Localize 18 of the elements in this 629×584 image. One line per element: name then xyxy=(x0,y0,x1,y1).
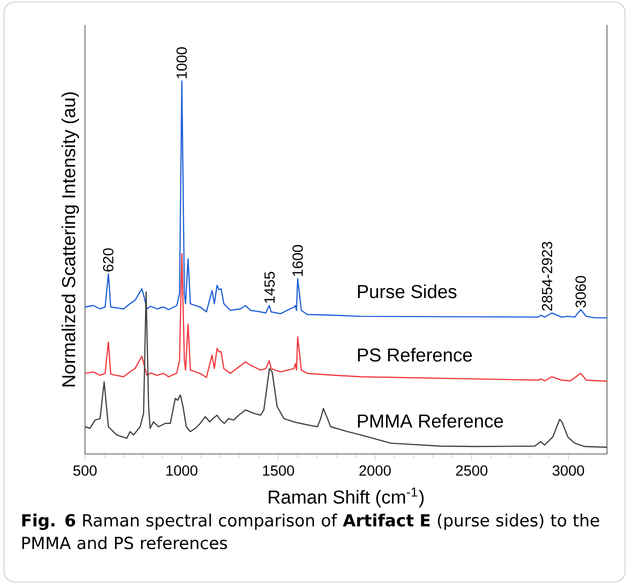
annotation: 1000 xyxy=(176,47,187,78)
x-tick-label: 2500 xyxy=(456,465,488,476)
series-label: PMMA Reference xyxy=(358,414,503,428)
x-tick-label: 1500 xyxy=(263,465,294,476)
series-label: PS Reference xyxy=(358,348,472,362)
series-label: Purse Sides xyxy=(358,284,456,298)
annotation: 1455 xyxy=(264,272,275,303)
x-tick-label: 500 xyxy=(73,465,97,476)
annotation: 2854-2923 xyxy=(542,242,552,311)
x-tick-label: 1000 xyxy=(166,465,198,476)
annotation: 1600 xyxy=(292,245,303,276)
x-tick-label: 2000 xyxy=(359,465,391,476)
text: Fig. 6 Raman spectral comparison of Artifact E (purse sides) to the PMMA and PS references xyxy=(22,514,600,550)
x-axis-title: Raman Shift (cm$^{-1}$) xyxy=(268,488,424,508)
annotation: 3060 xyxy=(576,276,586,308)
annotation: 620 xyxy=(103,248,114,272)
y-axis-title: Normalized Scattering Intensity (au) xyxy=(62,92,79,386)
x-tick-label: 3000 xyxy=(552,465,584,476)
